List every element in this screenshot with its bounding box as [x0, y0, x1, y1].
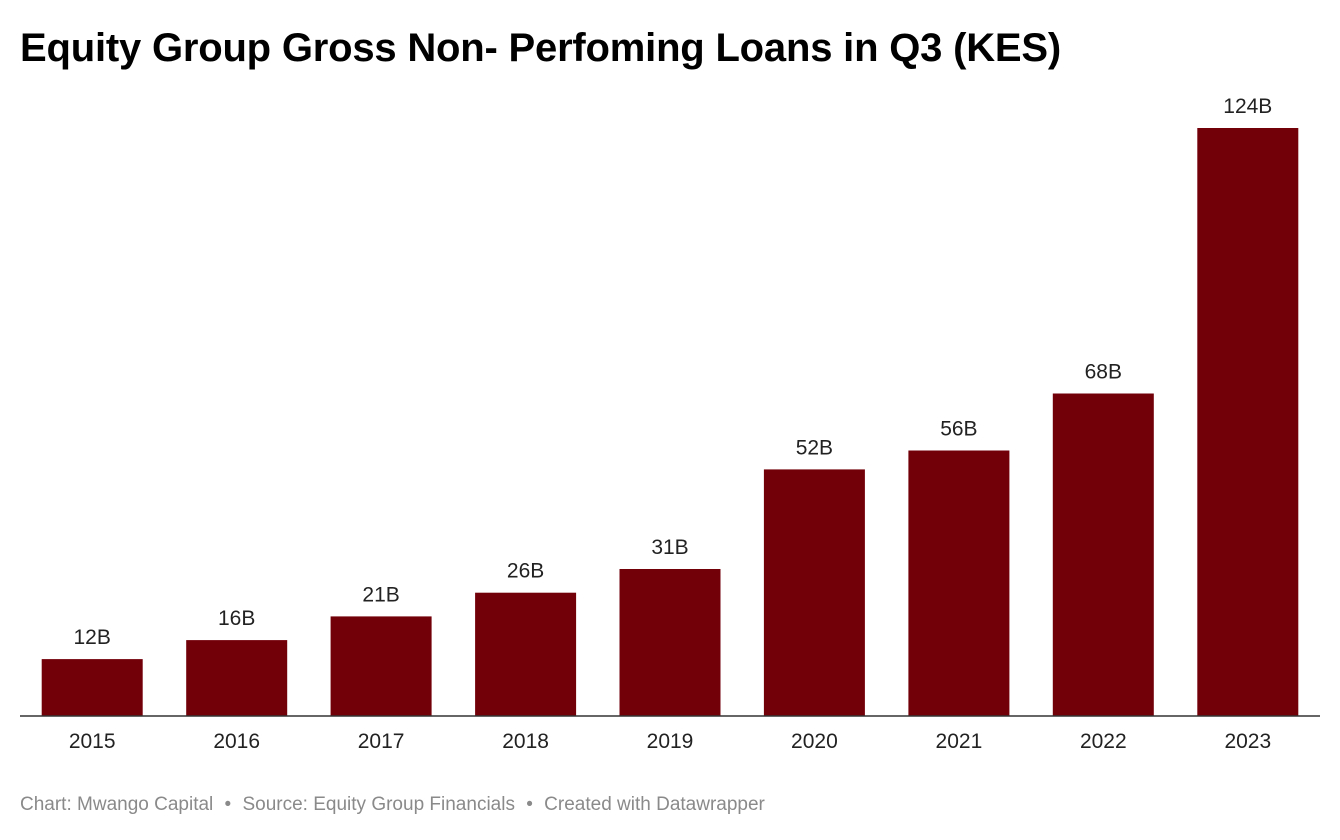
- value-label-2015: 12B: [74, 626, 111, 649]
- value-label-2021: 56B: [940, 418, 977, 441]
- x-tick-label-2020: 2020: [791, 730, 838, 753]
- bar-2021: [908, 450, 1010, 716]
- footer-separator: •: [526, 794, 533, 815]
- chart-footer: Chart: Mwango Capital • Source: Equity G…: [20, 794, 765, 816]
- value-label-2017: 21B: [362, 583, 399, 606]
- bar-2022: [1052, 393, 1154, 716]
- value-label-2023: 124B: [1223, 95, 1272, 118]
- x-tick-label-2016: 2016: [213, 730, 260, 753]
- value-label-2019: 31B: [651, 536, 688, 559]
- footer-chart-credit: Chart: Mwango Capital: [20, 794, 214, 815]
- x-axis-tick-labels: 2015 2016 2017 2018 2019 2020 2021 2022 2023: [69, 730, 1271, 753]
- chart-title: Equity Group Gross Non- Perfoming Loans …: [20, 26, 1061, 70]
- value-label-2018: 26B: [507, 560, 544, 583]
- bar-2019: [619, 569, 721, 716]
- bar-2018: [475, 592, 577, 716]
- bar-2023: [1197, 128, 1299, 716]
- footer-source: Source: Equity Group Financials: [242, 794, 515, 815]
- bar-2020: [763, 469, 865, 716]
- bar-2017: [330, 616, 432, 716]
- footer-separator: •: [224, 794, 232, 815]
- value-label-2020: 52B: [796, 436, 833, 459]
- value-label-2022: 68B: [1085, 361, 1122, 384]
- bar-2015: [41, 659, 143, 716]
- x-tick-label-2015: 2015: [69, 730, 116, 753]
- x-tick-label-2021: 2021: [936, 730, 983, 753]
- x-tick-label-2017: 2017: [358, 730, 405, 753]
- x-tick-label-2018: 2018: [502, 730, 549, 753]
- x-tick-label-2023: 2023: [1224, 730, 1271, 753]
- x-tick-label-2019: 2019: [647, 730, 694, 753]
- value-label-2016: 16B: [218, 607, 255, 630]
- x-tick-label-2022: 2022: [1080, 730, 1127, 753]
- bar-2016: [186, 640, 288, 716]
- bars-layer: [41, 128, 1299, 716]
- value-labels-layer: 12B 16B 21B 26B 31B 52B 56B 68B 124B: [74, 95, 1273, 649]
- footer-created-with: Created with Datawrapper: [544, 794, 765, 815]
